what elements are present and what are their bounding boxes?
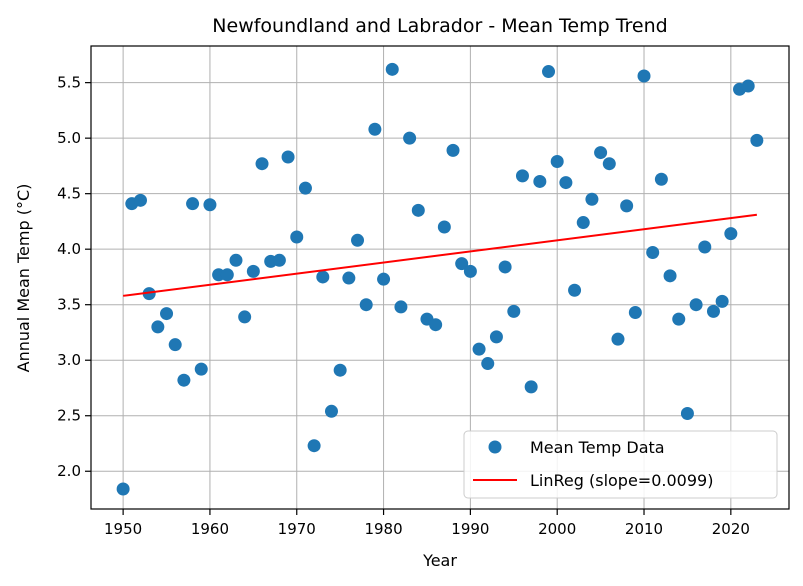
data-point: [498, 260, 512, 274]
data-point: [550, 154, 564, 168]
data-point: [194, 362, 208, 376]
data-point: [177, 373, 191, 387]
data-point: [142, 287, 156, 301]
legend-marker-scatter: [488, 440, 502, 454]
data-point: [351, 233, 365, 247]
data-point: [507, 304, 521, 318]
data-point: [403, 131, 417, 145]
data-point: [186, 197, 200, 211]
x-tick-label: 2010: [625, 520, 663, 538]
data-point: [576, 216, 590, 230]
data-point: [133, 193, 147, 207]
data-point: [324, 404, 338, 418]
data-point: [706, 304, 720, 318]
data-point: [489, 330, 503, 344]
x-tick-label: 1990: [451, 520, 489, 538]
data-point: [246, 264, 260, 278]
chart-title: Newfoundland and Labrador - Mean Temp Tr…: [212, 15, 667, 37]
data-point: [229, 253, 243, 267]
data-point: [446, 143, 460, 157]
data-point: [611, 332, 625, 346]
data-point: [654, 172, 668, 186]
data-point: [377, 272, 391, 286]
data-point: [559, 176, 573, 190]
data-point: [628, 305, 642, 319]
data-point: [203, 198, 217, 212]
data-point: [620, 199, 634, 213]
data-point: [281, 150, 295, 164]
data-point: [238, 310, 252, 324]
y-axis-label: Annual Mean Temp (°C): [14, 184, 33, 373]
legend: Mean Temp Data LinReg (slope=0.0099): [463, 430, 778, 499]
data-point: [437, 220, 451, 234]
data-point: [307, 439, 321, 453]
data-point: [272, 253, 286, 267]
data-point: [151, 320, 165, 334]
data-point: [290, 230, 304, 244]
data-point: [715, 294, 729, 308]
axis-ticks: 1950 1960 1970 1980 1990 2000 2010 2020 2.0 2.5 3.…: [57, 74, 750, 538]
data-point: [750, 133, 764, 147]
data-point: [724, 227, 738, 241]
data-point: [542, 65, 556, 79]
plot-data: [116, 62, 764, 496]
data-point: [455, 257, 469, 271]
x-tick-label: 1970: [278, 520, 316, 538]
y-tick-label: 2.5: [57, 407, 81, 425]
data-point: [481, 357, 495, 371]
data-point: [637, 69, 651, 83]
legend-box: [463, 430, 778, 499]
data-point: [160, 307, 174, 321]
plot-frame: [90, 45, 790, 510]
data-point: [316, 270, 330, 284]
y-tick-label: 4.5: [57, 185, 81, 203]
data-point: [429, 318, 443, 332]
data-point: [594, 146, 608, 160]
data-point: [663, 269, 677, 283]
data-point: [385, 62, 399, 76]
data-point: [298, 181, 312, 195]
legend-label-line: LinReg (slope=0.0099): [530, 471, 713, 490]
data-point: [394, 300, 408, 314]
legend-label-scatter: Mean Temp Data: [530, 438, 665, 457]
data-point: [646, 246, 660, 260]
data-point: [568, 283, 582, 297]
y-tick-label: 3.0: [57, 351, 81, 369]
data-point: [515, 169, 529, 183]
data-point: [255, 157, 269, 171]
data-point: [533, 174, 547, 188]
x-tick-label: 1980: [364, 520, 402, 538]
data-point: [472, 342, 486, 356]
data-point: [333, 363, 347, 377]
data-point: [368, 122, 382, 136]
x-tick-label: 2000: [538, 520, 576, 538]
x-tick-label: 1960: [191, 520, 229, 538]
y-tick-label: 3.5: [57, 296, 81, 314]
data-point: [602, 157, 616, 171]
data-point: [463, 264, 477, 278]
data-point: [524, 380, 538, 394]
data-point: [698, 240, 712, 254]
y-tick-label: 2.0: [57, 462, 81, 480]
data-point: [359, 298, 373, 312]
data-point: [342, 271, 356, 285]
y-tick-label: 5.5: [57, 74, 81, 92]
data-point: [741, 79, 755, 93]
data-point: [220, 268, 234, 282]
data-point: [585, 192, 599, 206]
y-tick-label: 4.0: [57, 240, 81, 258]
x-tick-label: 2020: [712, 520, 750, 538]
data-point: [680, 407, 694, 421]
data-point: [672, 312, 686, 326]
x-axis-label: Year: [422, 551, 457, 570]
data-point: [689, 298, 703, 312]
regression-line: [122, 213, 758, 297]
y-tick-label: 5.0: [57, 129, 81, 147]
data-point: [168, 338, 182, 352]
data-point: [411, 203, 425, 217]
data-point: [116, 482, 130, 496]
x-tick-label: 1950: [104, 520, 142, 538]
